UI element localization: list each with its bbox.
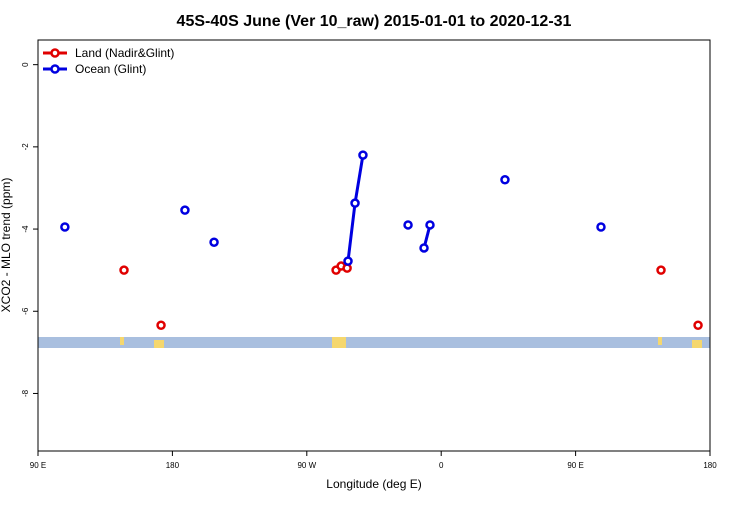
y-tick-label: 0	[21, 62, 30, 67]
chart-title: 45S-40S June (Ver 10_raw) 2015-01-01 to …	[177, 13, 572, 30]
y-tick-label: -6	[21, 307, 30, 315]
y-tick-label: -4	[21, 225, 30, 233]
data-point	[209, 237, 219, 247]
x-tick-label: 180	[166, 461, 180, 470]
data-point	[350, 198, 360, 208]
data-point	[180, 205, 190, 215]
data-point	[358, 150, 368, 160]
data-point	[119, 265, 129, 275]
legend-label: Ocean (Glint)	[75, 62, 146, 76]
y-axis-label: XCO2 - MLO trend (ppm)	[0, 178, 13, 313]
data-point	[403, 220, 413, 230]
data-point	[596, 222, 606, 232]
data-point	[693, 320, 703, 330]
data-point	[425, 220, 435, 230]
plot-frame	[37, 39, 711, 452]
legend-marker	[50, 48, 60, 58]
data-point	[60, 222, 70, 232]
data-point	[419, 243, 429, 253]
x-axis-label: Longitude (deg E)	[326, 477, 421, 491]
y-tick-label: -8	[21, 389, 30, 397]
map-strip	[38, 337, 710, 348]
x-tick-label: 0	[439, 461, 444, 470]
legend-marker	[50, 64, 60, 74]
legend-label: Land (Nadir&Glint)	[75, 46, 174, 60]
x-tick-label: 180	[703, 461, 717, 470]
data-point	[500, 174, 510, 185]
data-point	[656, 265, 666, 275]
x-tick-label: 90 E	[30, 461, 46, 470]
x-tick-label: 90 E	[567, 461, 583, 470]
y-tick-label: -2	[21, 143, 30, 151]
x-tick-label: 90 W	[297, 461, 316, 470]
data-point	[156, 320, 166, 330]
data-point	[343, 256, 353, 266]
series-line	[346, 154, 365, 262]
